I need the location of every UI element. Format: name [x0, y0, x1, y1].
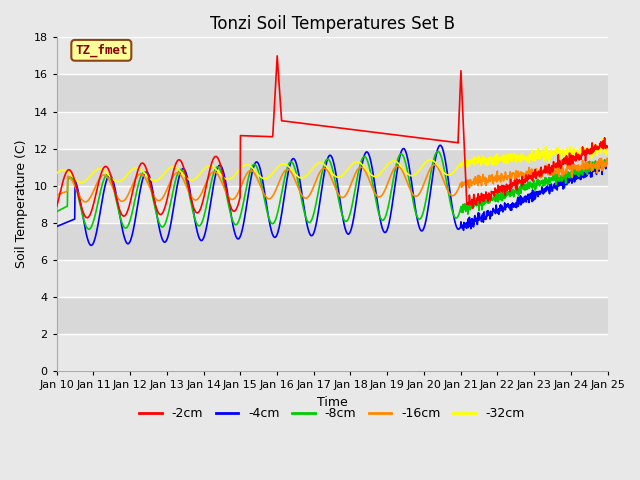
Bar — [57, 260, 607, 297]
X-axis label: Time: Time — [317, 396, 348, 408]
Bar — [57, 186, 607, 223]
Bar — [57, 223, 607, 260]
Bar — [57, 37, 607, 74]
Bar — [57, 334, 607, 371]
Bar — [57, 74, 607, 111]
Title: Tonzi Soil Temperatures Set B: Tonzi Soil Temperatures Set B — [210, 15, 454, 33]
Bar — [57, 111, 607, 149]
Text: TZ_fmet: TZ_fmet — [75, 44, 127, 57]
Legend: -2cm, -4cm, -8cm, -16cm, -32cm: -2cm, -4cm, -8cm, -16cm, -32cm — [134, 402, 530, 425]
Y-axis label: Soil Temperature (C): Soil Temperature (C) — [15, 140, 28, 268]
Bar — [57, 297, 607, 334]
Bar — [57, 149, 607, 186]
